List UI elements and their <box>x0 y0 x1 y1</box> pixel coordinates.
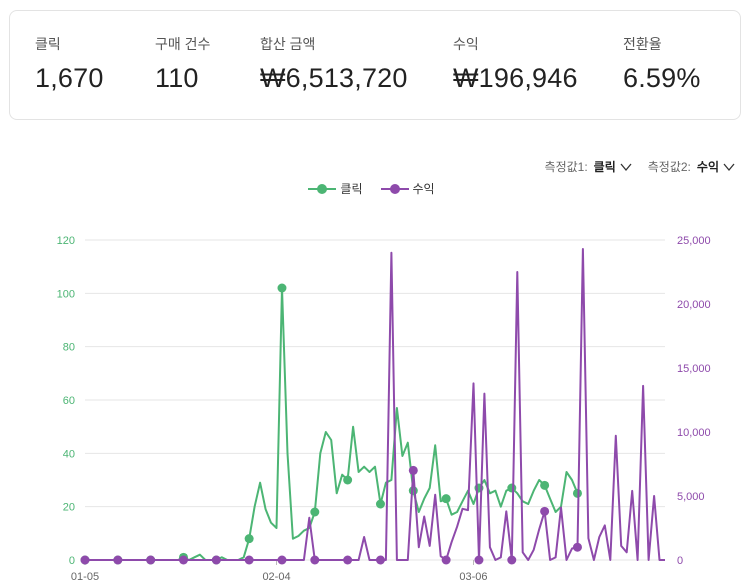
stat-label: 전환율 <box>623 36 662 52</box>
stat-value: ₩6,513,720 <box>260 63 408 93</box>
revenue-series-point <box>375 555 385 565</box>
stat-value: 6.59% <box>623 63 701 93</box>
y-right-tick-label: 5,000 <box>677 491 705 503</box>
y-right-tick-label: 10,000 <box>677 427 711 439</box>
revenue-series-point <box>146 555 156 565</box>
y-left-tick-label: 40 <box>63 448 75 460</box>
clicks-series-point <box>540 480 550 490</box>
stat-value: 1,670 <box>35 63 104 93</box>
revenue-series-point <box>343 555 353 565</box>
y-left-tick-label: 80 <box>63 342 75 354</box>
revenue-series-point <box>474 555 484 565</box>
revenue-series-line <box>85 248 665 561</box>
stat-label: 구매 건수 <box>155 36 211 52</box>
y-left-tick-label: 100 <box>57 288 75 300</box>
y-right-tick-label: 15,000 <box>677 363 711 375</box>
clicks-series-point <box>310 507 320 517</box>
stat-value: ₩196,946 <box>453 63 578 93</box>
revenue-series-point <box>80 555 90 565</box>
clicks-series-point <box>375 499 385 509</box>
revenue-series-point <box>540 506 550 516</box>
stat-label: 클릭 <box>35 36 61 52</box>
revenue-series-point <box>113 555 123 565</box>
y-left-tick-label: 0 <box>69 555 75 567</box>
legend-item-revenue[interactable]: 수익 <box>380 180 435 197</box>
clicks-series-point <box>343 475 353 485</box>
legend-swatch-revenue <box>380 183 409 194</box>
x-tick-label: 03-06 <box>459 571 487 583</box>
revenue-series-point <box>178 555 188 565</box>
revenue-series-point <box>441 555 451 565</box>
revenue-series-point <box>277 555 287 565</box>
y-right-tick-label: 20,000 <box>677 299 711 311</box>
stat-value: 110 <box>155 63 199 93</box>
revenue-series-point <box>310 555 320 565</box>
clicks-series-point <box>408 486 418 496</box>
revenue-series-point <box>211 555 221 565</box>
y-right-tick-label: 25,000 <box>677 235 711 247</box>
legend-label-clicks: 클릭 <box>340 182 363 196</box>
metric1-value: 클릭 <box>593 160 616 174</box>
y-right-tick-label: 0 <box>677 555 683 567</box>
chart-legend: 클릭 수익 <box>0 180 743 197</box>
revenue-series-point <box>572 542 582 552</box>
summary-stats-card: 클릭 1,670 구매 건수 110 합산 금액 ₩6,513,720 수익 ₩… <box>9 10 741 120</box>
legend-swatch-clicks <box>308 183 337 194</box>
y-left-tick-label: 120 <box>57 235 75 247</box>
metric2-dropdown[interactable]: 측정값2: 수익 <box>648 158 735 175</box>
metric2-value: 수익 <box>696 160 719 174</box>
metric2-label: 측정값2: <box>647 160 691 174</box>
clicks-series-point <box>244 534 254 544</box>
revenue-series-point <box>507 555 517 565</box>
y-left-tick-label: 20 <box>63 502 75 514</box>
legend-item-clicks[interactable]: 클릭 <box>308 180 363 197</box>
y-left-tick-label: 60 <box>63 395 75 407</box>
legend-label-revenue: 수익 <box>412 182 435 196</box>
chevron-down-icon <box>620 163 632 171</box>
clicks-series-point <box>277 283 287 293</box>
clicks-revenue-chart: 0 20 40 60 80 100 120 0 5,000 10,000 15,000 20,000… <box>57 235 711 583</box>
metric1-dropdown[interactable]: 측정값1: 클릭 <box>545 158 632 175</box>
revenue-series-point <box>244 555 254 565</box>
x-tick-label: 01-05 <box>71 571 99 583</box>
clicks-series-point <box>507 483 517 493</box>
metric1-label: 측정값1: <box>544 160 588 174</box>
revenue-series-point <box>408 465 418 475</box>
clicks-series-point <box>441 494 451 504</box>
clicks-series-line <box>85 287 579 561</box>
metric-selectors: 측정값1: 클릭 측정값2: 수익 <box>545 158 735 175</box>
clicks-series-point <box>572 488 582 498</box>
chevron-down-icon <box>723 163 735 171</box>
x-tick-label: 02-04 <box>262 571 290 583</box>
stat-label: 수익 <box>453 36 479 52</box>
stat-label: 합산 금액 <box>260 36 316 52</box>
